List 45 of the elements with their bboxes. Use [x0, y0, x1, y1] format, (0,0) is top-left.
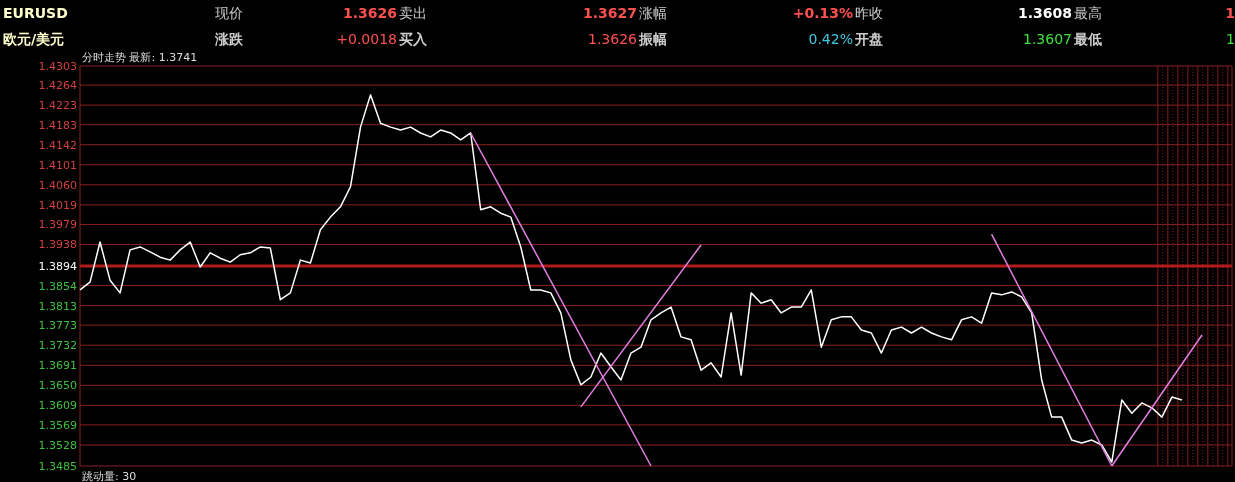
y-tick-label: 1.4183	[38, 118, 77, 132]
text: 开盘	[854, 31, 883, 47]
y-tick-label: 1.3854	[38, 279, 77, 293]
text: 涨跌	[214, 31, 244, 47]
text: 最高	[1074, 5, 1102, 21]
text: 涨幅	[639, 5, 667, 21]
text: 0.42%	[808, 31, 853, 47]
y-tick-label: 1.3569	[38, 418, 77, 432]
y-tick-label: 1.3650	[38, 379, 77, 393]
y-tick-label: 1.3894	[38, 260, 77, 273]
text: 振幅	[638, 31, 667, 47]
y-tick-label: 1.3528	[38, 438, 77, 452]
text: +0.13%	[792, 5, 853, 21]
y-tick-label: 1.3979	[38, 218, 77, 232]
text: 卖出	[399, 5, 427, 21]
text: 1.3607	[1023, 31, 1072, 47]
text: 1.3627	[582, 5, 637, 21]
text: 买入	[399, 31, 428, 47]
y-tick-label: 1.4019	[38, 198, 77, 212]
text: 昨收	[855, 5, 883, 21]
text: 1	[1225, 5, 1235, 21]
y-tick-label: 1.4264	[38, 79, 77, 93]
y-tick-label: 1.4101	[38, 158, 77, 172]
y-tick-label: 1.4223	[38, 99, 77, 113]
text: 1.3626	[342, 5, 397, 21]
y-tick-label: 1.3732	[38, 339, 77, 353]
text: 分时走势 最新: 1.3741	[82, 51, 198, 64]
y-tick-label: 1.3609	[38, 399, 77, 413]
text: 跳动量: 30	[82, 470, 137, 482]
text: 欧元/美元	[3, 31, 65, 47]
text: +0.0018	[336, 31, 397, 47]
y-tick-label: 1.3691	[38, 359, 77, 373]
text: 现价	[215, 5, 243, 21]
y-tick-label: 1.3938	[38, 238, 77, 252]
text: 1	[1226, 31, 1235, 47]
text: 1.3626	[588, 31, 638, 47]
y-tick-label: 1.4142	[38, 138, 77, 152]
y-tick-label: 1.3813	[38, 299, 77, 313]
y-tick-label: 1.4303	[38, 60, 77, 73]
text: EURUSD	[3, 5, 68, 21]
text: 最低	[1073, 31, 1102, 47]
text: 1.3608	[1017, 5, 1072, 21]
y-tick-label: 1.3773	[38, 319, 77, 333]
y-tick-label: 1.3485	[38, 460, 77, 473]
y-tick-label: 1.4060	[38, 178, 77, 192]
